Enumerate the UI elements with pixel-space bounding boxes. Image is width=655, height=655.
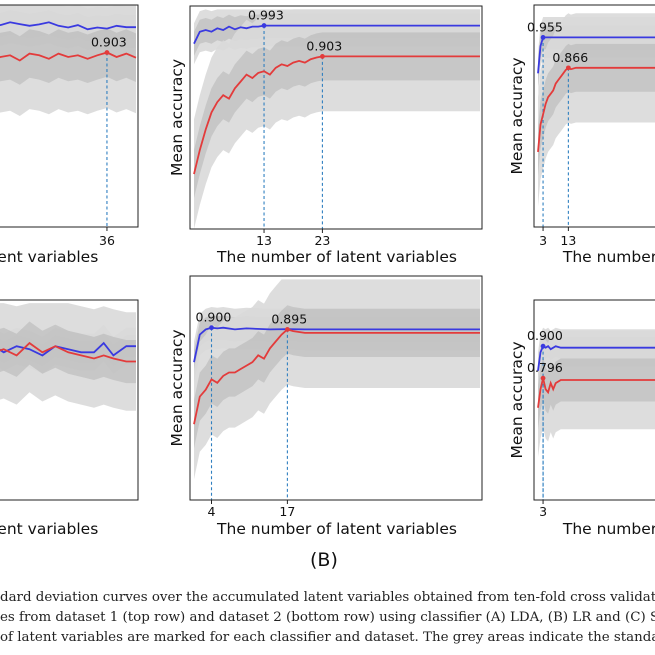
y-axis-label: Mean accuracy <box>168 329 186 446</box>
chart-panel-left-bottom: atent variables <box>0 299 139 538</box>
annotation-point <box>540 35 546 40</box>
annotation-point <box>565 65 571 71</box>
annotation-label: 0.903 <box>91 35 127 50</box>
std-band-inner <box>194 305 480 449</box>
std-band-inner <box>538 356 655 430</box>
x-tick-label: 36 <box>99 233 115 248</box>
x-tick-label: 13 <box>256 233 272 248</box>
caption-line: es from dataset 1 (top row) and dataset … <box>0 610 655 625</box>
x-tick-label: 3 <box>539 504 547 519</box>
x-tick-label: 3 <box>539 233 547 248</box>
series-line-dataset1 <box>193 24 480 45</box>
x-axis-label: atent variables <box>0 248 98 266</box>
x-tick-label: 17 <box>279 504 295 519</box>
plot-area <box>193 279 480 500</box>
x-tick-label: 13 <box>560 233 576 248</box>
annotation-label: 0.900 <box>196 310 232 325</box>
series-line-dataset2 <box>537 66 655 152</box>
plot-area <box>0 5 137 227</box>
annotation-label: 0.895 <box>271 311 307 326</box>
std-band-inner <box>194 32 480 199</box>
annotation-point <box>540 375 546 381</box>
annotation-point <box>320 54 325 59</box>
y-axis-label: Mean accuracy <box>508 57 526 174</box>
figure-canvas: 0.90336atent variables0.9930.9031323The … <box>0 4 655 538</box>
axes-frame <box>189 5 483 230</box>
caption-line: of latent variables are marked for each … <box>0 630 655 645</box>
annotation-label: 0.993 <box>248 8 284 23</box>
annotation-label: 0.866 <box>552 50 588 65</box>
x-tick-label: 4 <box>208 504 216 519</box>
axes-frame <box>533 4 655 228</box>
series-line-dataset1 <box>0 341 136 357</box>
caption-line: dard deviation curves over the accumulat… <box>0 590 655 605</box>
series-line-dataset2 <box>0 51 137 62</box>
series-line-dataset1 <box>193 326 480 363</box>
series-line-dataset2 <box>193 328 480 425</box>
plot-area <box>537 327 655 500</box>
y-axis-label: Mean accuracy <box>508 341 526 458</box>
std-band-inner <box>538 43 655 176</box>
x-axis-label: The number of latent variables <box>216 248 457 266</box>
x-axis-label: The number <box>562 248 655 266</box>
figure-caption: dard deviation curves over the accumulat… <box>0 588 655 648</box>
annotation-point <box>261 23 267 28</box>
plot-area <box>537 13 655 227</box>
axes-frame <box>0 299 139 501</box>
annotation-label: 0.796 <box>527 360 563 375</box>
axes-frame <box>189 275 483 501</box>
series-line-dataset2 <box>0 341 136 363</box>
axes-frame <box>533 299 655 501</box>
x-axis-label: The number <box>562 520 655 538</box>
annotation-label: 0.900 <box>527 328 563 343</box>
y-axis-label: Mean accuracy <box>168 59 186 176</box>
x-axis-label: The number of latent variables <box>216 520 457 538</box>
std-band-outer <box>538 13 655 207</box>
annotation-point <box>540 343 546 349</box>
chart-panel-right-bottom: 0.900 0.796 3 The number Mean accuracy <box>508 299 655 538</box>
figure-label: (B) <box>310 549 338 571</box>
annotation-label: 0.955 <box>527 19 563 34</box>
annotation-point <box>284 327 290 332</box>
annotation-label: 0.903 <box>306 38 342 53</box>
x-tick-label: 23 <box>314 233 330 248</box>
series-line-dataset1 <box>0 21 136 31</box>
plot-area <box>0 303 136 411</box>
axes-frame <box>0 4 139 228</box>
series-line-dataset1 <box>537 36 655 74</box>
x-axis-label: atent variables <box>0 520 98 538</box>
annotation-point <box>104 50 110 55</box>
annotation-point <box>209 325 214 331</box>
chart-panel-left-top: 0.903 36atent variables <box>0 4 139 266</box>
